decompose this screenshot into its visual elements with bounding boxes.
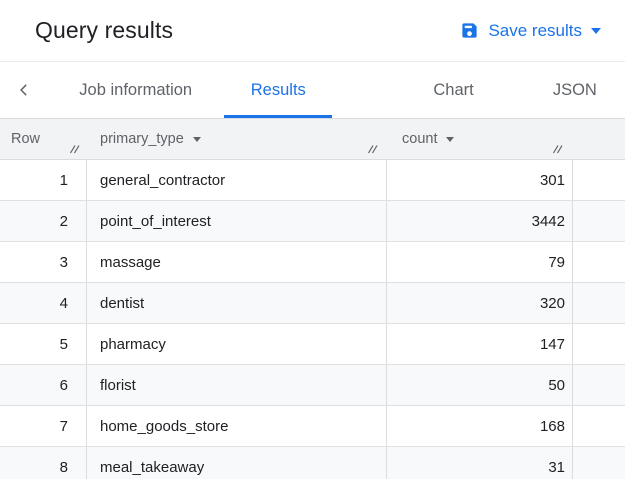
count-cell[interactable]: 301 [387,160,573,200]
row-number-cell: 7 [0,406,87,446]
table-row[interactable]: 4 dentist 320 [0,283,625,324]
count-cell[interactable]: 3442 [387,201,573,241]
empty-cell [573,242,625,282]
chevron-down-icon [591,27,601,34]
count-cell[interactable]: 147 [387,324,573,364]
primary-type-cell[interactable]: home_goods_store [87,406,387,446]
results-tabbar: Job information Results Chart JSON [0,62,625,119]
column-resize-icon[interactable] [367,144,379,154]
chevron-left-icon [17,83,31,97]
empty-cell [573,201,625,241]
table-row[interactable]: 3 massage 79 [0,242,625,283]
save-icon [460,21,479,40]
row-number-cell: 1 [0,160,87,200]
column-label: count [402,131,438,147]
row-number-cell: 8 [0,447,87,479]
table-row[interactable]: 6 florist 50 [0,365,625,406]
primary-type-cell[interactable]: florist [87,365,387,405]
tab-results[interactable]: Results [224,62,333,118]
count-cell[interactable]: 168 [387,406,573,446]
row-number-cell: 4 [0,283,87,323]
row-number-cell: 2 [0,201,87,241]
column-resize-icon[interactable] [69,144,81,154]
column-header-count[interactable]: count [387,119,573,159]
page-title: Query results [35,17,174,43]
empty-cell [573,324,625,364]
primary-type-cell[interactable]: massage [87,242,387,282]
column-label: primary_type [100,131,184,147]
tab-scroll-left-button[interactable] [0,62,47,118]
empty-cell [573,283,625,323]
column-header-extra [573,119,625,159]
tab-label: Results [250,80,306,99]
count-cell[interactable]: 31 [387,447,573,479]
sort-dropdown-icon[interactable] [446,136,455,142]
save-results-label: Save results [488,20,582,40]
count-cell[interactable]: 79 [387,242,573,282]
table-row[interactable]: 1 general_contractor 301 [0,160,625,201]
tab-job-information[interactable]: Job information [47,62,224,118]
tab-label: Chart [433,80,474,99]
empty-cell [573,447,625,479]
table-header-row: Row primary_type count [0,119,625,160]
empty-cell [573,406,625,446]
count-cell[interactable]: 320 [387,283,573,323]
tab-label: Job information [79,80,193,99]
empty-cell [573,160,625,200]
table-row[interactable]: 8 meal_takeaway 31 [0,447,625,479]
save-results-button[interactable]: Save results [456,15,605,47]
column-header-row: Row [0,119,87,159]
column-resize-icon[interactable] [552,144,564,154]
primary-type-cell[interactable]: pharmacy [87,324,387,364]
empty-cell [573,365,625,405]
column-header-primary-type[interactable]: primary_type [87,119,387,159]
primary-type-cell[interactable]: general_contractor [87,160,387,200]
table-row[interactable]: 5 pharmacy 147 [0,324,625,365]
tab-chart[interactable]: Chart [404,62,502,118]
table-row[interactable]: 7 home_goods_store 168 [0,406,625,447]
count-cell[interactable]: 50 [387,365,573,405]
primary-type-cell[interactable]: dentist [87,283,387,323]
query-results-header: Query results Save results [0,0,625,62]
tab-json[interactable]: JSON [525,62,625,118]
primary-type-cell[interactable]: point_of_interest [87,201,387,241]
row-number-cell: 5 [0,324,87,364]
column-label: Row [11,131,41,147]
tab-label: JSON [552,80,597,99]
sort-dropdown-icon[interactable] [192,136,201,142]
results-table: Row primary_type count [0,119,625,479]
table-row[interactable]: 2 point_of_interest 3442 [0,201,625,242]
primary-type-cell[interactable]: meal_takeaway [87,447,387,479]
row-number-cell: 3 [0,242,87,282]
row-number-cell: 6 [0,365,87,405]
